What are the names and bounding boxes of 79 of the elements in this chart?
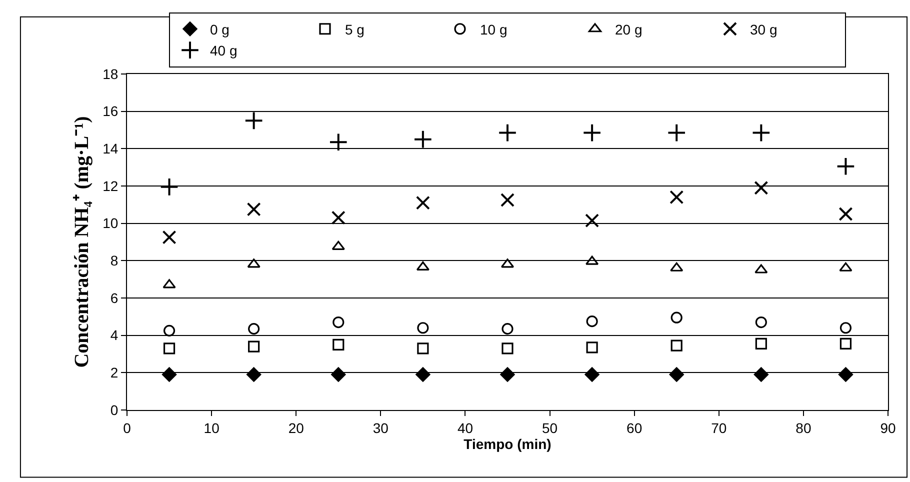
point [246, 202, 261, 216]
point [670, 262, 684, 272]
x-tick-label: 0 [123, 420, 132, 436]
x-tick-label: 20 [288, 420, 304, 436]
y-tick-label: 4 [110, 327, 118, 344]
x-tick-label: 70 [711, 420, 727, 436]
point [754, 180, 768, 195]
point [416, 196, 430, 210]
y-tick-label: 8 [110, 252, 118, 269]
point [838, 207, 853, 221]
point [160, 178, 179, 196]
point [247, 258, 260, 268]
point [246, 367, 262, 382]
point [840, 338, 852, 350]
point [331, 210, 346, 225]
point [582, 123, 602, 142]
y-tick-label: 0 [110, 402, 118, 418]
point [502, 323, 514, 335]
point [502, 342, 514, 354]
x-tick-label: 80 [796, 420, 812, 436]
legend-label: 5 g [345, 21, 364, 38]
point [754, 367, 768, 382]
point [328, 132, 348, 152]
point [417, 342, 429, 354]
y-tick-label: 6 [110, 290, 118, 306]
y-tick-label: 14 [102, 140, 118, 157]
point [500, 367, 515, 382]
point [331, 367, 346, 382]
legend-label: 0 g [210, 21, 230, 38]
legend-label: 20 g [615, 21, 642, 38]
point [162, 367, 177, 382]
point [585, 214, 600, 228]
point [500, 193, 514, 207]
point [754, 264, 768, 274]
point [840, 322, 852, 334]
y-tick-label: 12 [102, 178, 118, 194]
point [836, 157, 856, 176]
legend-label: 10 g [480, 21, 508, 38]
point [670, 312, 682, 324]
point [332, 338, 344, 350]
point [839, 262, 852, 272]
point [414, 130, 432, 149]
x-tick-label: 40 [457, 420, 474, 436]
point [163, 324, 176, 336]
point [162, 230, 176, 244]
point [332, 316, 344, 328]
point [248, 340, 260, 352]
point [667, 123, 686, 142]
point [498, 123, 517, 142]
point [752, 123, 771, 142]
x-tick-label: 50 [542, 420, 558, 436]
point [584, 367, 600, 382]
point [586, 342, 598, 354]
point [417, 322, 429, 334]
y-tick-label: 10 [102, 215, 118, 232]
point [244, 111, 264, 130]
y-tick-label: 18 [102, 66, 118, 82]
y-axis-title: Concentración NH₄⁺ (mg·L⁻¹) [71, 116, 94, 368]
x-tick-label: 30 [372, 420, 389, 436]
y-tick-label: 16 [102, 103, 118, 120]
point [838, 367, 854, 382]
point [248, 323, 260, 335]
point [670, 190, 684, 204]
point [332, 240, 345, 250]
x-tick-label: 90 [880, 420, 896, 436]
x-tick-label: 60 [626, 420, 642, 436]
x-tick-label: 10 [204, 420, 220, 436]
point [416, 367, 430, 382]
point [669, 367, 684, 382]
x-axis-title: Tiempo (min) [464, 436, 552, 452]
point [670, 340, 682, 352]
point [755, 338, 767, 350]
legend-label: 30 g [750, 21, 778, 38]
point [163, 342, 176, 354]
point [586, 316, 598, 328]
point [162, 279, 176, 288]
y-tick-label: 2 [110, 364, 118, 381]
point [755, 316, 767, 328]
legend-label: 40 g [210, 42, 238, 59]
